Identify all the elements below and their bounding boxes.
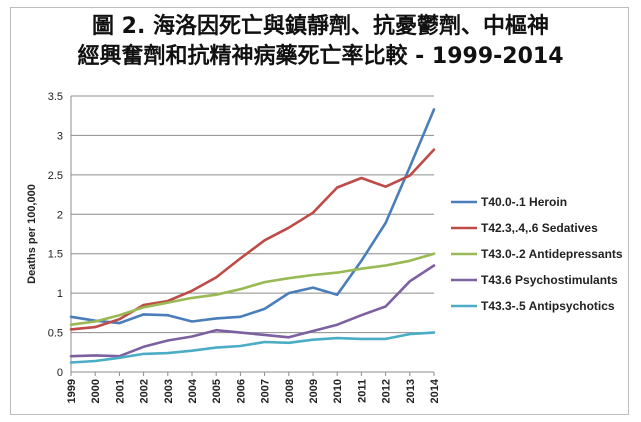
chart-title-line-2: 經興奮劑和抗精神病藥死亡率比較 - 1999-2014: [77, 44, 564, 69]
chart-plot: 0 0.5 1 1.5 2 2.5 3 3.5 1999 2000 2001 2002 2003 2004…: [26, 91, 623, 403]
x-tick-label: 2000: [90, 379, 102, 403]
x-tick-label: 2014: [429, 378, 441, 403]
series-line: [69, 108, 436, 325]
legend-label: T40.0-.1 Heroin: [481, 195, 567, 209]
x-tick-label: 2010: [332, 379, 344, 403]
y-tick-label: 3.5: [48, 91, 63, 103]
y-tick-label: 2: [57, 209, 63, 221]
series-line: [69, 264, 436, 358]
y-axis-title: Deaths per 100,000: [26, 184, 38, 284]
x-tick-label: 2013: [405, 379, 417, 403]
x-tick-label: 2002: [139, 379, 151, 403]
chart-title-line-1: 圖 2. 海洛因死亡與鎮靜劑、抗憂鬱劑、中樞神: [92, 14, 549, 39]
x-tick-label: 2008: [284, 379, 296, 403]
x-tick-label: 2012: [381, 379, 393, 403]
gridlines: [71, 95, 434, 373]
series-lines: [69, 108, 436, 364]
legend: T40.0-.1 Heroin T42.3,.4,.6 Sedatives T43.…: [451, 195, 623, 313]
y-tick-label: 1: [57, 288, 63, 300]
x-tick-label: 1999: [66, 379, 78, 403]
axes: 0 0.5 1 1.5 2 2.5 3 3.5 1999 2000 2001 2002 2003 2004…: [26, 91, 441, 403]
y-tick-label: 0.5: [48, 328, 63, 340]
x-tick-label: 2007: [260, 379, 272, 403]
x-tick-label: 2006: [235, 379, 247, 403]
legend-label: T43.0-.2 Antidepressants: [481, 247, 623, 261]
y-tick-label: 2.5: [48, 170, 63, 182]
y-tick-label: 0: [57, 367, 63, 379]
chart-frame: 圖 2. 海洛因死亡與鎮靜劑、抗憂鬱劑、中樞神 經興奮劑和抗精神病藥死亡率比較 …: [10, 7, 629, 415]
series-line: [69, 252, 436, 327]
series-line: [69, 331, 436, 364]
x-tick-label: 2003: [163, 379, 175, 403]
chart-title: 圖 2. 海洛因死亡與鎮靜劑、抗憂鬱劑、中樞神 經興奮劑和抗精神病藥死亡率比較 …: [11, 12, 630, 72]
x-tick-label: 2011: [356, 379, 368, 403]
legend-label: T43.3-.5 Antipsychotics: [481, 299, 615, 313]
x-tick-label: 2005: [211, 379, 223, 403]
legend-label: T43.6 Psychostimulants: [481, 273, 618, 287]
x-tick-label: 2009: [308, 379, 320, 403]
y-tick-label: 1.5: [48, 249, 63, 261]
x-tick-label: 2004: [187, 378, 199, 403]
x-tick-label: 2001: [114, 379, 126, 403]
y-tick-label: 3: [57, 130, 63, 142]
series-line: [69, 148, 436, 331]
legend-label: T42.3,.4,.6 Sedatives: [481, 221, 598, 235]
